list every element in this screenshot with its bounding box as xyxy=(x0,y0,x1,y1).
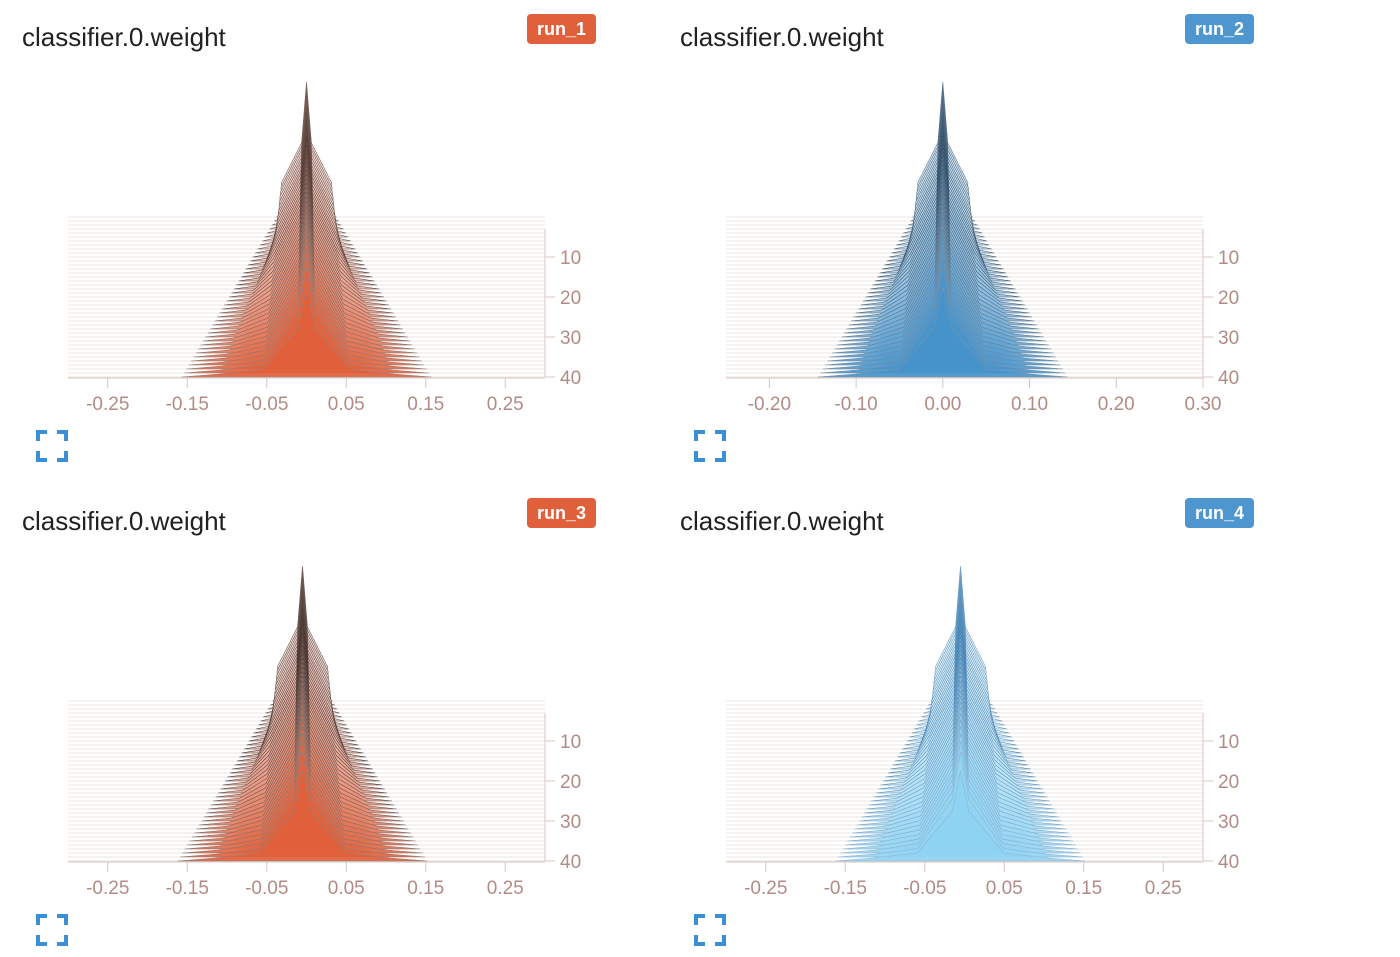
x-tick-label: 0.25 xyxy=(1145,878,1182,899)
histogram-ridges xyxy=(181,81,432,378)
card-title: classifier.0.weight xyxy=(680,22,884,52)
step-axis: 10 20 30 40 xyxy=(544,229,581,389)
run-badge: run_1 xyxy=(527,14,597,44)
step-axis: 10 20 30 40 xyxy=(544,713,581,873)
histogram-ridges xyxy=(177,565,428,862)
step-tick-label: 20 xyxy=(1218,288,1239,309)
x-tick-label: 0.15 xyxy=(407,394,444,415)
histogram-step-40 xyxy=(817,286,1068,378)
x-axis: -0.25 -0.15 -0.05 0.05 0.15 0.25 xyxy=(68,861,545,899)
histogram-chart: -0.25 -0.15 -0.05 0.05 0.15 0.25 10 20 30 40 xyxy=(68,81,581,415)
step-tick-label: 30 xyxy=(560,812,581,833)
x-tick-label: 0.10 xyxy=(1011,394,1048,415)
x-axis: -0.25 -0.15 -0.05 0.05 0.15 0.25 xyxy=(68,377,545,415)
histogram-card-run-1: classifier.0.weight run_1 -0.25 -0.15 -0.0… xyxy=(0,0,640,470)
x-axis: -0.25 -0.15 -0.05 0.05 0.15 0.25 xyxy=(726,861,1203,899)
histogram-chart: -0.25 -0.15 -0.05 0.05 0.15 0.25 10 20 30 40 xyxy=(726,565,1239,899)
fullscreen-icon[interactable] xyxy=(36,914,68,946)
step-tick-label: 40 xyxy=(1218,368,1239,389)
x-tick-label: 0.05 xyxy=(986,878,1023,899)
x-tick-label: -0.15 xyxy=(166,878,209,899)
x-tick-label: 0.05 xyxy=(328,878,365,899)
histogram-step-40 xyxy=(181,286,432,378)
step-tick-label: 20 xyxy=(560,772,581,793)
histogram-chart: -0.20 -0.10 0.00 0.10 0.20 0.30 10 20 30 40 xyxy=(726,81,1239,415)
histogram-ridges xyxy=(835,565,1086,862)
x-tick-label: 0.15 xyxy=(407,878,444,899)
run-badge: run_2 xyxy=(1185,14,1255,44)
fullscreen-icon[interactable] xyxy=(36,430,68,462)
histogram-step-40 xyxy=(177,770,428,862)
step-tick-label: 10 xyxy=(1218,248,1239,269)
x-tick-label: 0.30 xyxy=(1185,394,1222,415)
x-tick-label: -0.15 xyxy=(824,878,867,899)
histogram-ridges xyxy=(817,81,1068,378)
step-tick-label: 10 xyxy=(560,732,581,753)
x-tick-label: -0.05 xyxy=(245,878,288,899)
step-tick-label: 40 xyxy=(560,852,581,873)
card-title: classifier.0.weight xyxy=(22,506,226,536)
fullscreen-icon[interactable] xyxy=(694,430,726,462)
x-axis: -0.20 -0.10 0.00 0.10 0.20 0.30 xyxy=(726,377,1222,415)
x-tick-label: 0.25 xyxy=(487,878,524,899)
step-tick-label: 30 xyxy=(1218,328,1239,349)
step-axis: 10 20 30 40 xyxy=(1202,229,1239,389)
x-tick-label: -0.25 xyxy=(86,394,129,415)
step-tick-label: 40 xyxy=(560,368,581,389)
step-axis: 10 20 30 40 xyxy=(1202,713,1239,873)
x-tick-label: 0.20 xyxy=(1098,394,1135,415)
histogram-card-run-4: classifier.0.weight run_4 -0.25 -0.15 -0.0… xyxy=(658,484,1298,954)
histogram-chart: -0.25 -0.15 -0.05 0.05 0.15 0.25 10 20 30 40 xyxy=(68,565,581,899)
x-tick-label: -0.15 xyxy=(166,394,209,415)
x-tick-label: -0.25 xyxy=(744,878,787,899)
card-title: classifier.0.weight xyxy=(680,506,884,536)
step-tick-label: 10 xyxy=(1218,732,1239,753)
x-tick-label: 0.05 xyxy=(328,394,365,415)
step-tick-label: 40 xyxy=(1218,852,1239,873)
x-tick-label: -0.05 xyxy=(903,878,946,899)
histogram-card-run-3: classifier.0.weight run_3 -0.25 -0.15 -0.0… xyxy=(0,484,640,954)
fullscreen-icon[interactable] xyxy=(694,914,726,946)
step-tick-label: 10 xyxy=(560,248,581,269)
step-tick-label: 30 xyxy=(560,328,581,349)
step-tick-label: 20 xyxy=(1218,772,1239,793)
x-tick-label: -0.05 xyxy=(245,394,288,415)
run-badge: run_4 xyxy=(1185,498,1255,528)
step-tick-label: 20 xyxy=(560,288,581,309)
x-tick-label: -0.10 xyxy=(834,394,877,415)
histogram-step-40 xyxy=(835,770,1086,862)
card-title: classifier.0.weight xyxy=(22,22,226,52)
run-badge: run_3 xyxy=(527,498,597,528)
histogram-card-run-2: classifier.0.weight run_2 -0.20 -0.10 0.00… xyxy=(658,0,1298,470)
x-tick-label: -0.20 xyxy=(748,394,791,415)
x-tick-label: 0.15 xyxy=(1065,878,1102,899)
step-tick-label: 30 xyxy=(1218,812,1239,833)
x-tick-label: -0.25 xyxy=(86,878,129,899)
x-tick-label: 0.25 xyxy=(487,394,524,415)
x-tick-label: 0.00 xyxy=(924,394,961,415)
